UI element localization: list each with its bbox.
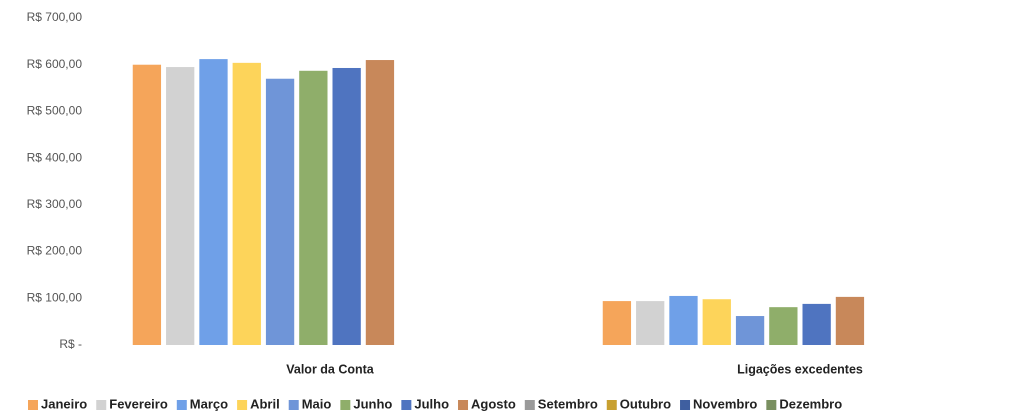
y-tick-label: R$ -	[59, 337, 82, 351]
bar	[132, 64, 162, 345]
legend-swatch	[606, 400, 617, 410]
y-tick-label: R$ 100,00	[27, 290, 83, 304]
legend-label: Outubro	[620, 396, 671, 411]
bar	[365, 60, 395, 346]
y-tick-label: R$ 500,00	[27, 104, 83, 118]
bar	[299, 70, 328, 345]
bar	[232, 62, 261, 346]
y-tick-label: R$ 400,00	[27, 150, 83, 164]
legend-label: Julho	[414, 396, 449, 411]
legend-label: Abril	[250, 396, 280, 411]
legend-swatch	[176, 400, 187, 410]
y-tick-label: R$ 200,00	[27, 244, 83, 258]
bar	[332, 67, 361, 345]
legend-label: Dezembro	[779, 396, 842, 411]
legend-swatch	[340, 400, 351, 410]
legend-swatch	[96, 400, 107, 410]
bar	[199, 59, 228, 345]
legend-swatch	[288, 400, 299, 410]
bar	[735, 316, 765, 345]
legend-swatch	[28, 400, 38, 410]
legend-label: Novembro	[693, 396, 757, 411]
bar	[166, 67, 195, 346]
legend-label: Junho	[353, 396, 392, 411]
legend-label: Setembro	[538, 396, 598, 411]
legend-swatch	[458, 400, 469, 410]
legend-swatch	[680, 400, 691, 410]
x-tick-label: Ligações excedentes	[737, 362, 863, 376]
bar	[702, 299, 731, 345]
y-tick-label: R$ 700,00	[27, 10, 83, 24]
x-tick-label: Valor da Conta	[286, 362, 375, 376]
bar	[602, 301, 632, 345]
legend-label: Maio	[302, 396, 332, 411]
y-tick-label: R$ 600,00	[27, 57, 83, 71]
legend-swatch	[524, 400, 535, 410]
bar	[669, 295, 698, 345]
y-tick-label: R$ 300,00	[27, 197, 83, 211]
bar	[636, 301, 665, 345]
bar	[802, 303, 831, 345]
legend-swatch	[766, 400, 777, 410]
legend-label: Agosto	[471, 396, 516, 411]
bar	[835, 296, 865, 345]
bar	[265, 78, 295, 345]
legend-swatch	[401, 400, 412, 410]
bar	[769, 307, 798, 345]
legend-label: Março	[190, 396, 228, 411]
legend-swatch	[237, 400, 248, 410]
legend-label: Fevereiro	[109, 396, 168, 411]
legend-label: Janeiro	[41, 396, 87, 411]
